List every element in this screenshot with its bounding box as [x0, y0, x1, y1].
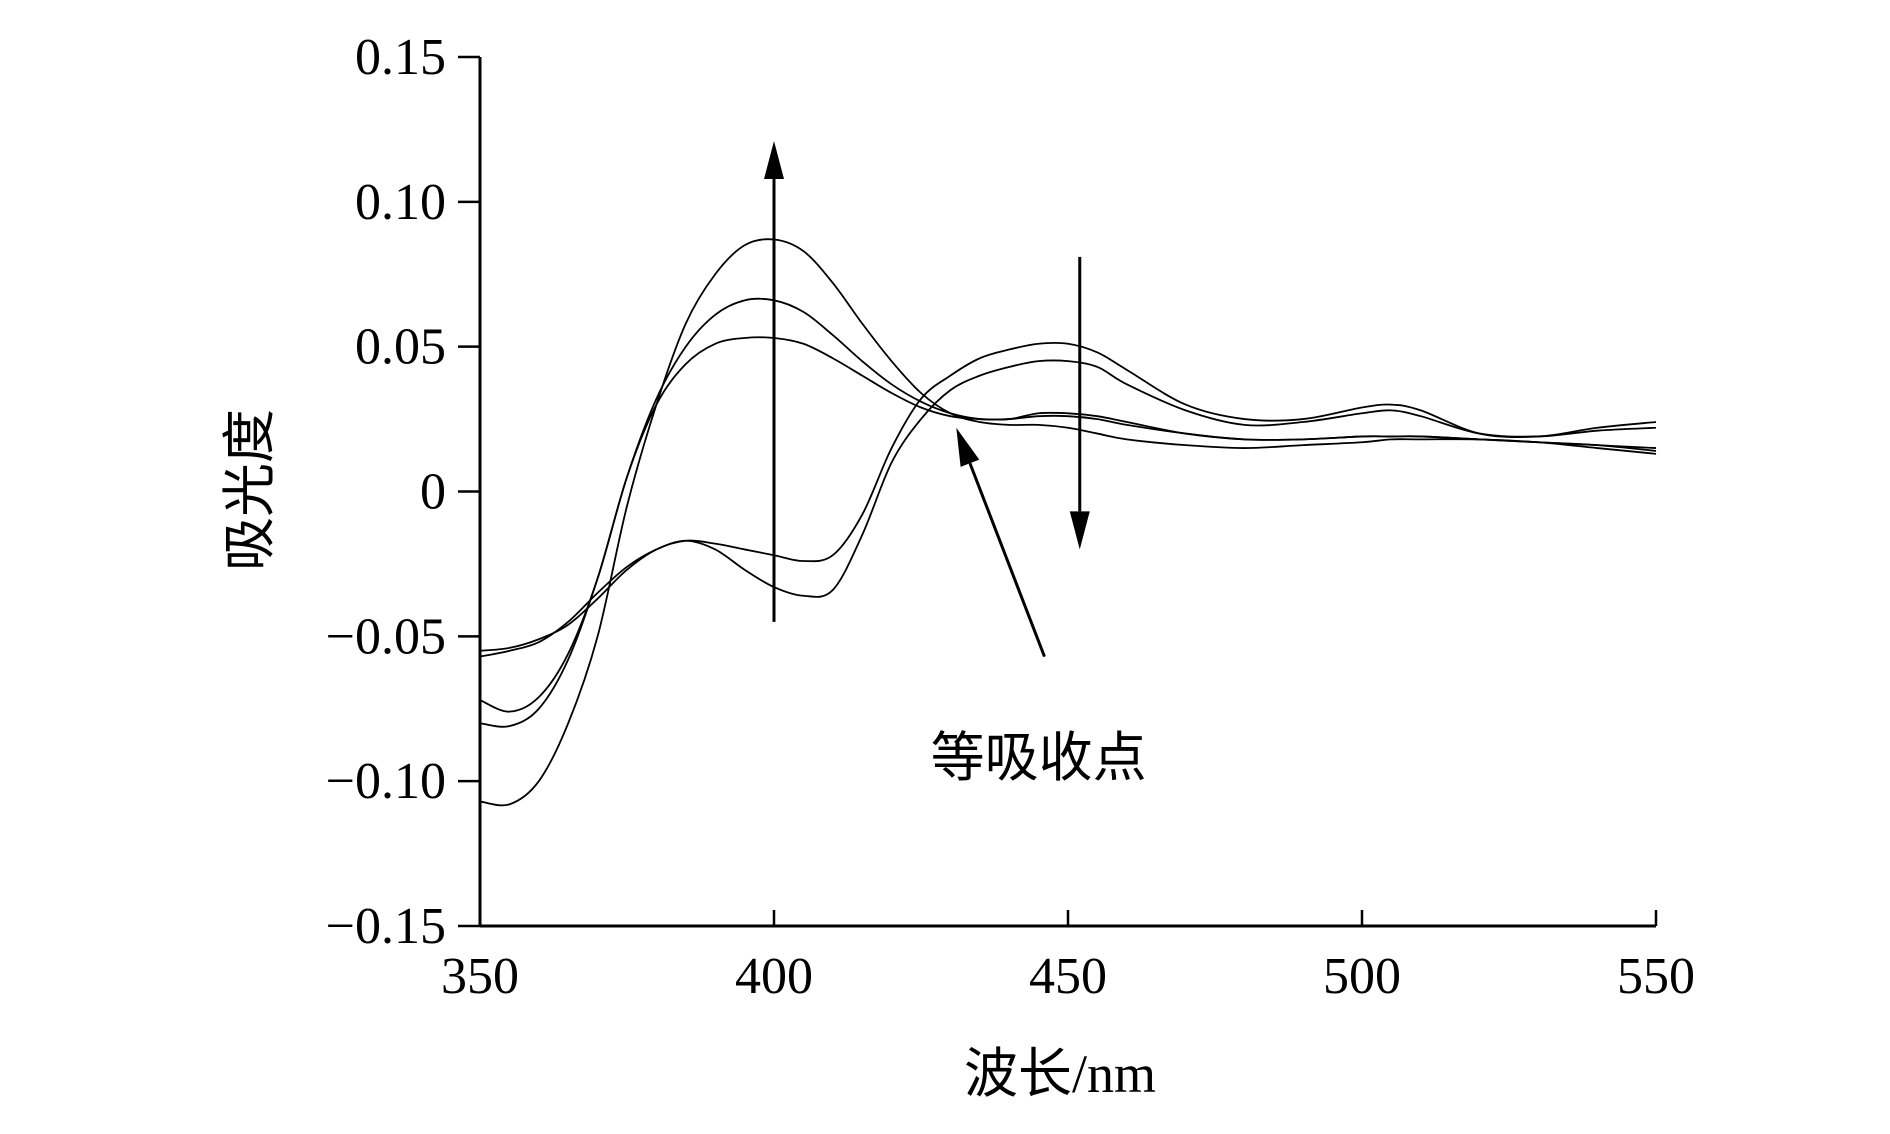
spectrum-curve-4 [479, 359, 1657, 658]
y-tick-label: −0.15 [326, 898, 446, 955]
decrease-arrow [1069, 256, 1090, 550]
axes [478, 57, 1656, 928]
isosbestic-point-label: 等吸收点 [931, 728, 1147, 788]
x-tick-label: 400 [735, 948, 813, 1005]
spectrum-curves [479, 238, 1657, 807]
y-tick-label: 0.05 [355, 319, 446, 376]
spectrum-curve-5 [479, 341, 1657, 652]
x-tick-label: 450 [1029, 948, 1107, 1005]
y-tick-label: −0.05 [326, 608, 446, 665]
y-tick-label: 0 [420, 464, 446, 521]
x-tick-label: 350 [441, 948, 519, 1005]
y-tick-label: 0.10 [355, 174, 446, 231]
x-tick-label: 550 [1617, 948, 1695, 1005]
y-axis-label: 吸光度 [220, 409, 280, 571]
y-tick-label: 0.15 [355, 29, 446, 86]
isosbestic-point-arrow [956, 427, 1046, 658]
increase-arrow [764, 141, 784, 622]
spectrum-curve-1 [479, 238, 1657, 807]
spectrum-curve-3 [479, 336, 1657, 713]
annotations [764, 141, 1090, 658]
x-axis-label: 波长/nm [964, 1044, 1156, 1104]
y-tick-label: −0.10 [326, 753, 446, 810]
x-tick-label: 500 [1323, 948, 1401, 1005]
spectrum-curve-2 [479, 297, 1657, 728]
